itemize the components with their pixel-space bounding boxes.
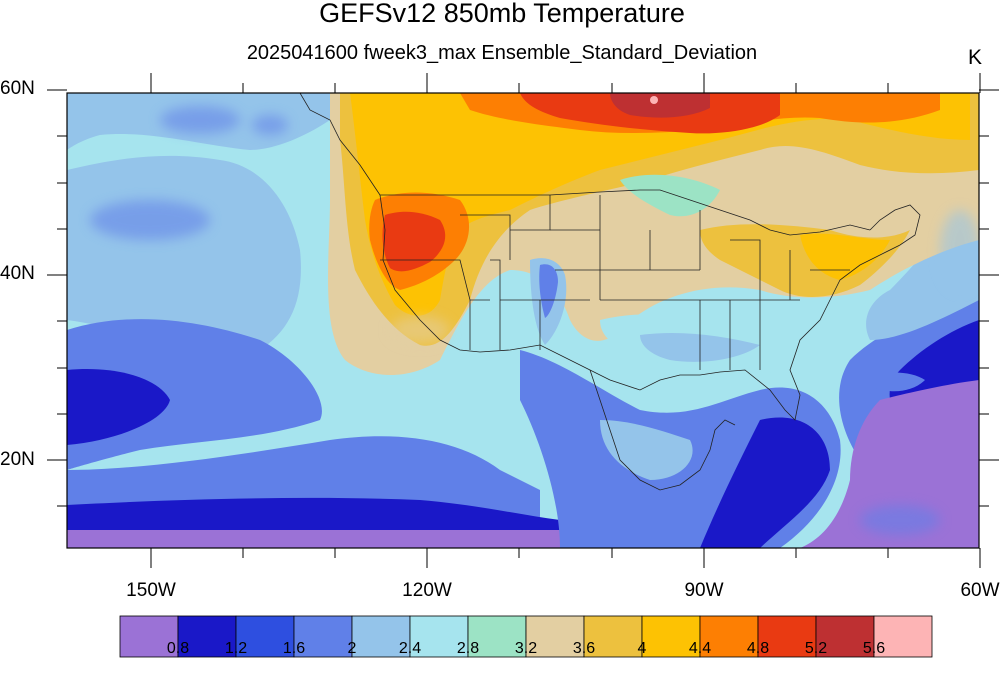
colorbar-swatch — [119, 615, 179, 658]
colorbar-tick-label: 2.8 — [456, 640, 480, 657]
colorbar-tick-label: 5.2 — [804, 640, 828, 657]
map-subtitle: 2025041600 fweek3_max Ensemble_Standard_… — [246, 42, 758, 64]
lon-label-150w: 150W — [126, 580, 176, 601]
colorbar-tick-label: 5.6 — [862, 640, 886, 657]
colorbar-swatch — [757, 615, 817, 658]
colorbar-tick-label: 2.4 — [398, 640, 422, 657]
colorbar-swatch — [177, 615, 237, 658]
map-title: GEFSv12 850mb Temperature — [319, 0, 685, 28]
colorbar-swatch — [351, 615, 411, 658]
colorbar-tick-label: 0.8 — [166, 640, 190, 657]
units-label: K — [967, 46, 982, 69]
colorbar-tick-label: 3.2 — [514, 640, 538, 657]
lon-label-60w: 60W — [960, 580, 1000, 601]
colorbar-tick-label: 4.8 — [746, 640, 770, 657]
colorbar-tick-label: 4.4 — [688, 640, 712, 657]
contour-field — [67, 93, 979, 548]
colorbar-swatch — [525, 615, 585, 658]
colorbar-tick-label: 3.6 — [572, 640, 596, 657]
colorbar-swatch — [583, 615, 643, 658]
lon-label-120w: 120W — [402, 580, 452, 601]
colorbar-swatch — [409, 615, 469, 658]
colorbar-tick-label: 1.2 — [224, 640, 248, 657]
lon-label-90w: 90W — [684, 580, 724, 601]
lat-label-20n: 20N — [0, 449, 35, 470]
colorbar-swatch — [235, 615, 295, 658]
lat-label-40n: 40N — [0, 263, 35, 284]
colorbar — [119, 615, 933, 658]
colorbar-tick-label: 4 — [637, 640, 647, 657]
colorbar-tick-label: 1.6 — [282, 640, 306, 657]
colorbar-swatch — [873, 615, 933, 658]
colorbar-tick-label: 2 — [347, 640, 357, 657]
lat-label-60n: 60N — [0, 78, 35, 99]
colorbar-swatch — [641, 615, 701, 658]
colorbar-swatch — [293, 615, 353, 658]
